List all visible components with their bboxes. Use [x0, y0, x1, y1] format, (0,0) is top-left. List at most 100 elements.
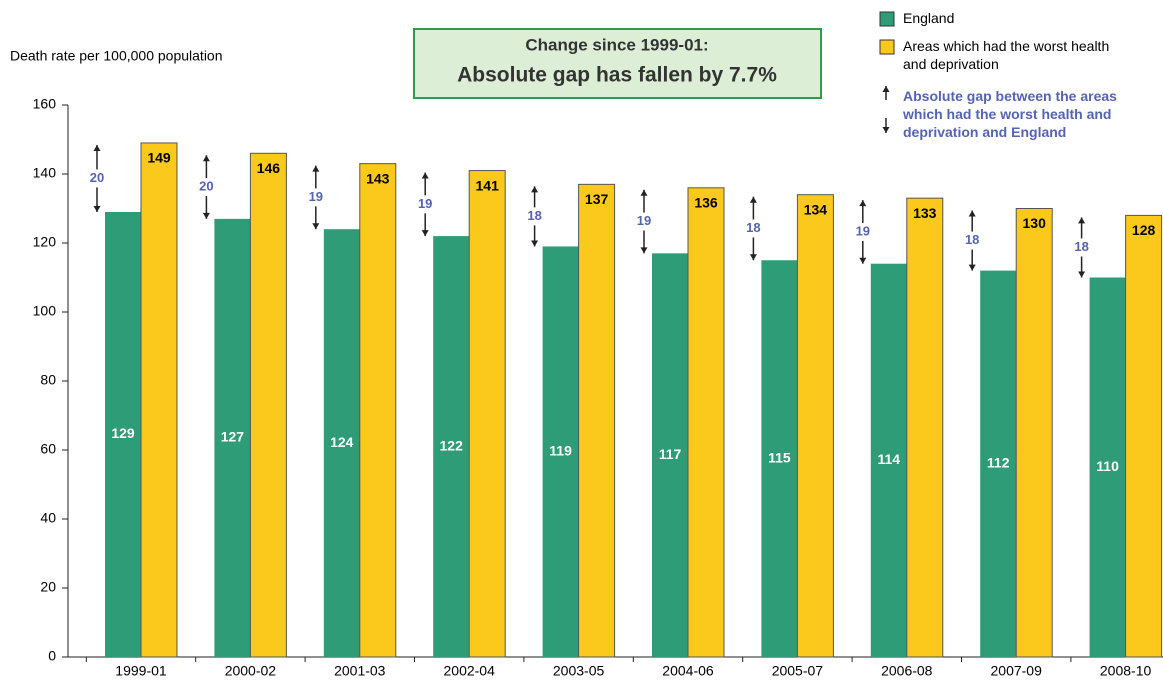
gap-label: 18	[1074, 239, 1088, 254]
annotation-box	[413, 28, 822, 99]
bar	[140, 142, 178, 658]
bar	[870, 263, 907, 657]
value-label: 141	[476, 177, 500, 193]
y-tick-label: 100	[33, 303, 57, 319]
value-label: 128	[1132, 222, 1156, 238]
y-tick-label: 60	[40, 441, 56, 457]
value-label: 146	[257, 160, 281, 176]
y-tick-label: 120	[33, 234, 57, 250]
gap-arrow-head	[859, 257, 867, 264]
gap-arrow-head	[1078, 271, 1086, 278]
value-label: 127	[221, 429, 245, 445]
gap-arrow-head	[1078, 217, 1086, 224]
value-label: 134	[804, 201, 828, 217]
gap-label: 20	[199, 179, 213, 194]
x-tick-label: 2005-07	[772, 663, 824, 679]
bar	[542, 246, 579, 657]
gap-label: 18	[746, 220, 760, 235]
y-tick-label: 20	[40, 579, 56, 595]
legend-label: England	[903, 10, 955, 26]
bar	[578, 183, 616, 658]
bar	[796, 194, 834, 658]
legend-swatch	[879, 11, 895, 27]
gap-label: 19	[418, 196, 432, 211]
value-label: 117	[659, 446, 682, 462]
gap-arrow-head	[749, 196, 757, 203]
gap-arrow-head	[93, 205, 101, 212]
y-tick-label: 40	[40, 510, 56, 526]
x-tick-label: 2001-03	[334, 663, 386, 679]
value-label: 119	[549, 442, 572, 458]
value-label: 133	[913, 205, 937, 221]
gap-arrow-head	[421, 172, 429, 179]
bar	[433, 236, 470, 657]
gap-arrow-head	[531, 186, 539, 193]
y-tick-label: 80	[40, 372, 56, 388]
gap-arrow-head	[968, 264, 976, 271]
bar	[1015, 208, 1053, 658]
x-tick-label: 2007-09	[991, 663, 1043, 679]
bar	[652, 253, 688, 657]
gap-arrow-head	[421, 230, 429, 237]
gap-arrow-head	[312, 165, 320, 172]
x-tick-label: 2000-02	[225, 663, 277, 679]
legend-label: Areas which had the worst health and dep…	[903, 38, 1110, 72]
legend-arrow-head	[882, 127, 890, 133]
legend-arrow-head	[882, 86, 890, 92]
y-tick-label: 0	[48, 648, 56, 664]
value-label: 149	[147, 150, 171, 166]
gap-label: 20	[90, 170, 104, 185]
gap-arrow-head	[749, 254, 757, 261]
gap-arrow-head	[202, 155, 210, 162]
gap-arrow-head	[968, 210, 976, 217]
gap-label: 19	[856, 223, 870, 238]
x-tick-label: 2006-08	[881, 663, 933, 679]
gap-label: 19	[309, 189, 323, 204]
x-tick-label: 2002-04	[444, 663, 496, 679]
gap-arrow-head	[312, 223, 320, 230]
bar	[214, 218, 251, 657]
y-axis-label: Death rate per 100,000 population	[10, 48, 223, 64]
gap-arrow-head	[859, 200, 867, 207]
bar	[980, 270, 1017, 657]
legend-swatch	[879, 39, 895, 55]
y-tick-label: 160	[33, 96, 57, 112]
x-tick-label: 2004-06	[662, 663, 714, 679]
bar	[687, 187, 725, 658]
bar	[1089, 277, 1126, 657]
value-label: 122	[440, 437, 464, 453]
bar	[105, 211, 141, 657]
value-label: 129	[111, 425, 135, 441]
x-tick-label: 1999-01	[115, 663, 167, 679]
bar	[323, 229, 360, 657]
bar	[249, 152, 287, 658]
x-tick-label: 2003-05	[553, 663, 605, 679]
gap-label: 18	[527, 208, 541, 223]
bar	[906, 197, 944, 658]
gap-arrow-head	[640, 189, 648, 196]
gap-label: 18	[965, 232, 979, 247]
value-label: 130	[1023, 215, 1047, 231]
annotation-text: Absolute gap has fallen by 7.7%	[457, 64, 777, 87]
x-tick-label: 2008-10	[1100, 663, 1152, 679]
gap-arrow-head	[640, 247, 648, 254]
value-label: 110	[1096, 458, 1119, 474]
bar	[468, 170, 506, 658]
value-label: 137	[585, 191, 609, 207]
bar	[1125, 214, 1163, 658]
value-label: 115	[768, 449, 791, 465]
value-label: 114	[878, 451, 901, 467]
value-label: 112	[987, 455, 1010, 471]
gap-arrow-head	[202, 212, 210, 219]
gap-arrow-head	[531, 240, 539, 247]
bar	[359, 163, 397, 658]
bar	[761, 260, 798, 657]
gap-label: 19	[637, 213, 651, 228]
value-label: 143	[366, 170, 390, 186]
value-label: 124	[330, 434, 354, 450]
value-label: 136	[694, 195, 718, 211]
legend-label: Absolute gap between the areas which had…	[903, 88, 1117, 140]
y-tick-label: 140	[33, 165, 57, 181]
